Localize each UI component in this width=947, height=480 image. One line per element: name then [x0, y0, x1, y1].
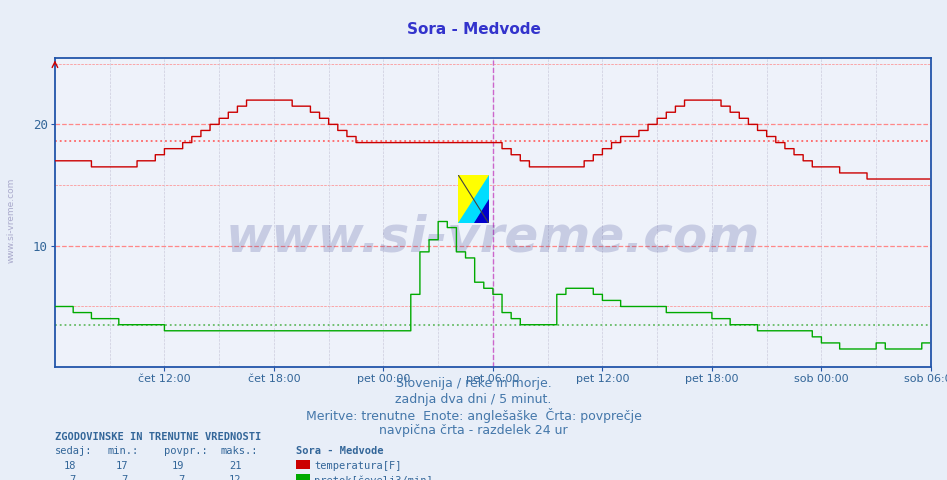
Text: 18: 18 — [63, 461, 76, 471]
Text: www.si-vreme.com: www.si-vreme.com — [7, 178, 16, 264]
Text: pretok[čevelj3/min]: pretok[čevelj3/min] — [314, 475, 433, 480]
Text: temperatura[F]: temperatura[F] — [314, 461, 402, 471]
Text: Sora - Medvode: Sora - Medvode — [296, 446, 384, 456]
Polygon shape — [474, 199, 489, 223]
Text: www.si-vreme.com: www.si-vreme.com — [225, 213, 760, 261]
Text: 19: 19 — [172, 461, 185, 471]
Text: sedaj:: sedaj: — [55, 446, 93, 456]
Text: povpr.:: povpr.: — [164, 446, 207, 456]
Text: Sora - Medvode: Sora - Medvode — [406, 22, 541, 36]
Text: navpična črta - razdelek 24 ur: navpična črta - razdelek 24 ur — [379, 424, 568, 437]
Text: ZGODOVINSKE IN TRENUTNE VREDNOSTI: ZGODOVINSKE IN TRENUTNE VREDNOSTI — [55, 432, 261, 442]
Polygon shape — [458, 175, 489, 223]
Text: 7: 7 — [121, 475, 128, 480]
Text: Slovenija / reke in morje.: Slovenija / reke in morje. — [396, 377, 551, 390]
Text: 17: 17 — [116, 461, 128, 471]
Text: maks.:: maks.: — [221, 446, 259, 456]
Text: min.:: min.: — [107, 446, 138, 456]
Text: 7: 7 — [178, 475, 185, 480]
Text: 12: 12 — [229, 475, 241, 480]
Text: 21: 21 — [229, 461, 241, 471]
Text: zadnja dva dni / 5 minut.: zadnja dva dni / 5 minut. — [395, 393, 552, 406]
Text: 7: 7 — [69, 475, 76, 480]
Text: Meritve: trenutne  Enote: anglešaške  Črta: povprečje: Meritve: trenutne Enote: anglešaške Črta… — [306, 408, 641, 423]
Polygon shape — [458, 175, 489, 223]
